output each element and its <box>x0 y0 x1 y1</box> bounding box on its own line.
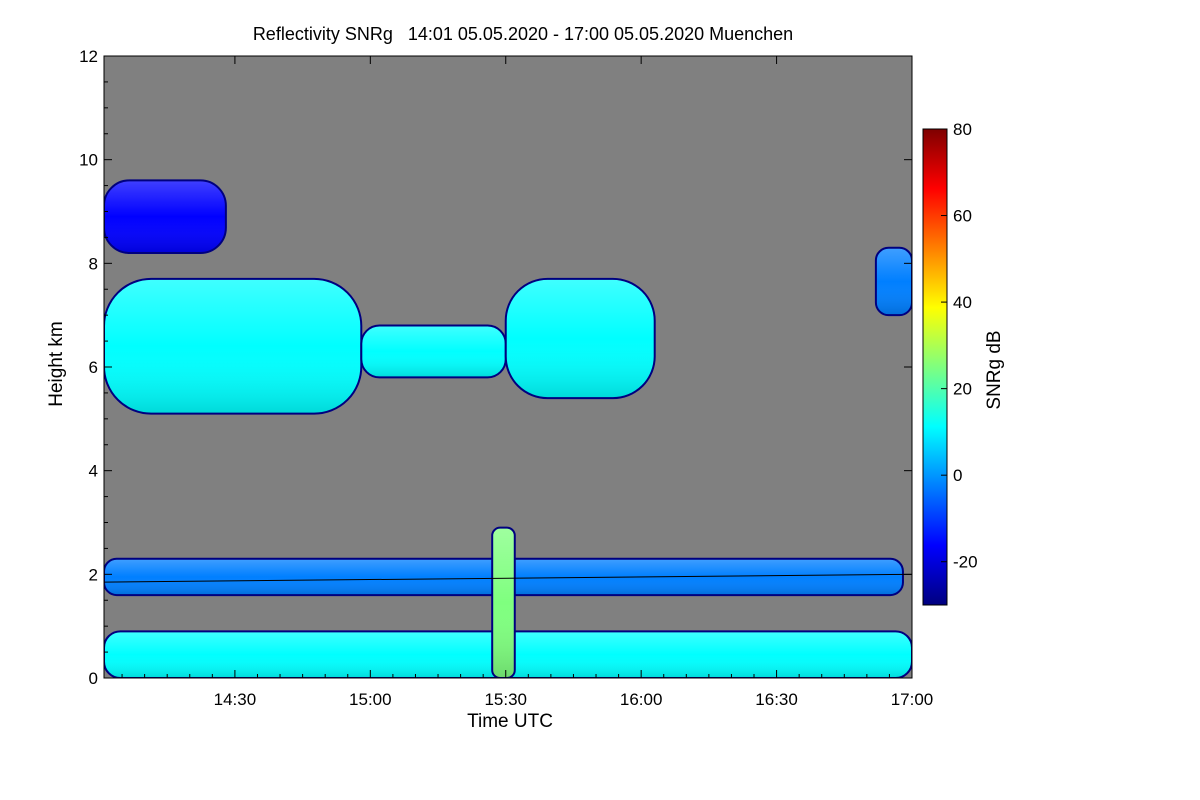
echo-region <box>104 179 227 254</box>
echo-region-shade <box>104 278 362 414</box>
colorbar-tick-label: -20 <box>953 553 978 572</box>
x-tick-label: 14:30 <box>214 690 257 709</box>
y-tick-label: 2 <box>89 565 98 584</box>
chart-title: Reflectivity SNRg 14:01 05.05.2020 - 17:… <box>253 24 793 44</box>
echo-region <box>491 526 516 678</box>
y-axis-ticks: 0 2 4 6 8 10 12 <box>79 47 912 688</box>
echo-region-edge <box>104 179 227 254</box>
colorbar-tick-label: 0 <box>953 466 962 485</box>
echo-region <box>504 277 656 400</box>
x-tick-label: 15:00 <box>349 690 392 709</box>
reference-line-layer <box>103 573 913 583</box>
x-tick-label: 16:00 <box>620 690 663 709</box>
echo-region-edge <box>491 526 516 678</box>
colorbar-tick-label: 80 <box>953 120 972 139</box>
colorbar <box>922 128 948 606</box>
y-tick-label: 12 <box>79 47 98 66</box>
y-tick-label: 0 <box>89 669 98 688</box>
echo-region-shade <box>505 278 655 399</box>
x-tick-label: 15:30 <box>484 690 527 709</box>
echo-region-edge <box>504 277 656 400</box>
colorbar-label: SNRg dB <box>984 330 1005 409</box>
x-tick-label: 16:30 <box>755 690 798 709</box>
x-axis-ticks: 14:30 15:00 15:30 16:00 16:30 17:00 <box>121 56 934 709</box>
reference-line <box>103 573 913 583</box>
y-tick-label: 4 <box>89 462 98 481</box>
echo-region-shade <box>875 247 912 316</box>
y-axis-label: Height km <box>46 321 67 407</box>
colorbar-ticks: -20 0 20 40 60 80 <box>941 120 978 572</box>
x-tick-label: 17:00 <box>891 690 934 709</box>
plot-frame <box>103 55 913 679</box>
echo-region-shade <box>361 325 506 378</box>
colorbar-tick-label: 60 <box>953 207 972 226</box>
colorbar-tick-label: 20 <box>953 380 972 399</box>
echo-layer <box>104 179 912 678</box>
echo-region <box>874 246 912 317</box>
y-tick-label: 6 <box>89 358 98 377</box>
colorbar-tick-label: 40 <box>953 293 972 312</box>
echo-region-shade <box>492 527 515 678</box>
x-axis-label: Time UTC <box>467 711 553 732</box>
echo-region <box>104 277 363 415</box>
y-tick-label: 8 <box>89 254 98 273</box>
y-tick-label: 10 <box>79 151 98 170</box>
echo-region-shade <box>104 180 226 253</box>
echo-region <box>360 324 507 379</box>
